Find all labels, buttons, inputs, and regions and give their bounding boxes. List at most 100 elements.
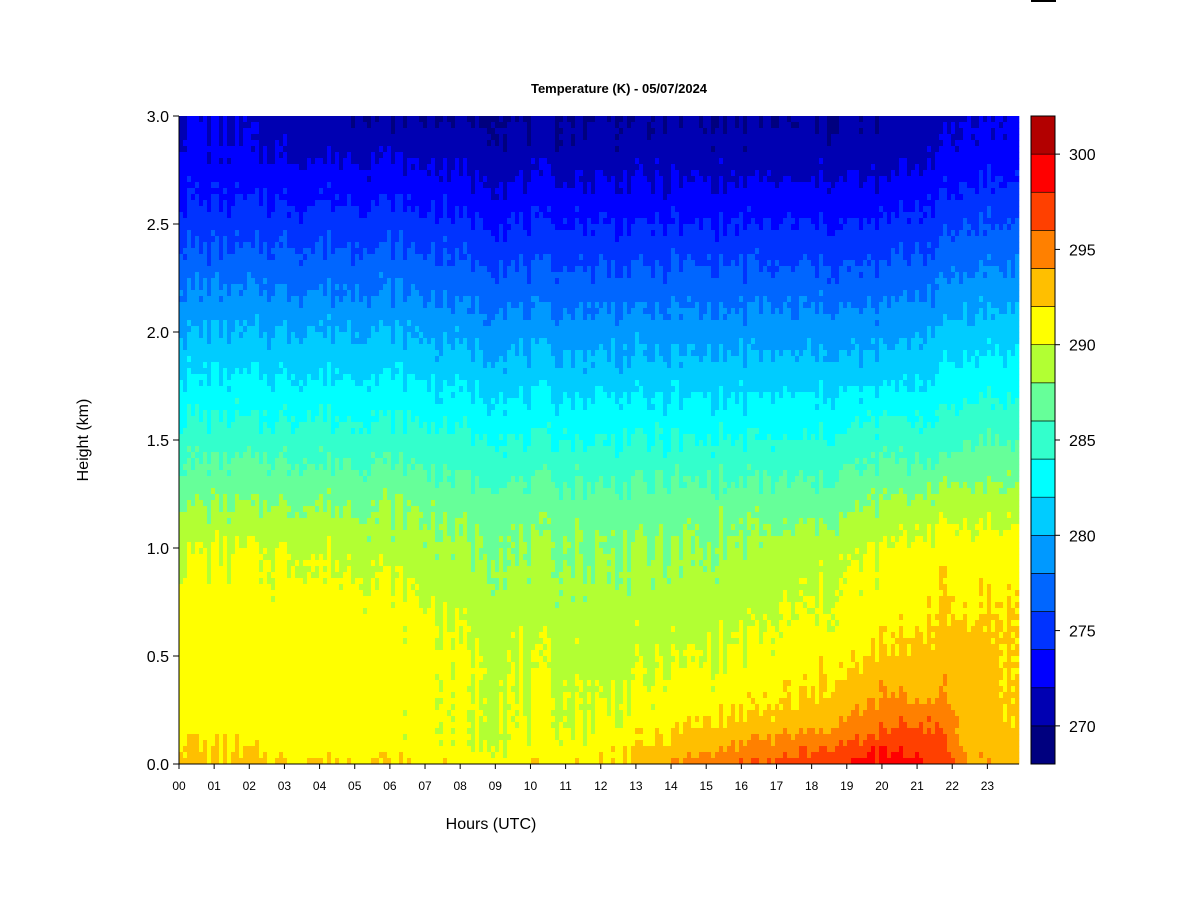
heatmap-cell: [227, 392, 232, 399]
heatmap-cell: [315, 134, 320, 141]
heatmap-cell: [215, 686, 220, 693]
heatmap-cell: [203, 356, 208, 363]
heatmap-cell: [231, 284, 236, 291]
heatmap-cell: [343, 236, 348, 243]
heatmap-cell: [339, 344, 344, 351]
heatmap-cell: [319, 392, 324, 399]
heatmap-cell: [283, 218, 288, 225]
heatmap-cell: [283, 452, 288, 459]
heatmap-cell: [315, 332, 320, 339]
heatmap-cell: [311, 272, 316, 279]
heatmap-cell: [247, 386, 252, 393]
heatmap-cell: [251, 758, 256, 765]
heatmap-cell: [291, 566, 296, 573]
heatmap-cell: [207, 728, 212, 735]
heatmap-cell: [343, 122, 348, 129]
heatmap-cell: [315, 182, 320, 189]
heatmap-cell: [243, 626, 248, 633]
heatmap-cell: [363, 152, 368, 159]
heatmap-cell: [291, 308, 296, 315]
heatmap-cell: [339, 332, 344, 339]
heatmap-cell: [231, 122, 236, 129]
heatmap-cell: [339, 752, 344, 759]
heatmap-cell: [291, 212, 296, 219]
heatmap-cell: [183, 710, 188, 717]
heatmap-cell: [343, 746, 348, 753]
heatmap-cell: [203, 452, 208, 459]
heatmap-cell: [279, 224, 284, 231]
heatmap-cell: [191, 200, 196, 207]
heatmap-cell: [291, 164, 296, 171]
heatmap-cell: [195, 548, 200, 555]
heatmap-cell: [215, 440, 220, 447]
heatmap-cell: [255, 746, 260, 753]
heatmap-cell: [335, 128, 340, 135]
heatmap-cell: [255, 350, 260, 357]
heatmap-cell: [303, 266, 308, 273]
heatmap-cell: [323, 680, 328, 687]
heatmap-cell: [267, 278, 272, 285]
heatmap-cell: [343, 272, 348, 279]
heatmap-cell: [339, 704, 344, 711]
heatmap-cell: [267, 698, 272, 705]
heatmap-cell: [287, 302, 292, 309]
heatmap-cell: [207, 380, 212, 387]
heatmap-cell: [319, 152, 324, 159]
heatmap-cell: [243, 656, 248, 663]
heatmap-cell: [299, 344, 304, 351]
heatmap-cell: [303, 404, 308, 411]
heatmap-cell: [247, 332, 252, 339]
heatmap-cell: [303, 356, 308, 363]
heatmap-cell: [275, 734, 280, 741]
heatmap-cell: [287, 494, 292, 501]
heatmap-cell: [347, 518, 352, 525]
heatmap-cell: [235, 188, 240, 195]
heatmap-cell: [355, 518, 360, 525]
heatmap-cell: [323, 176, 328, 183]
heatmap-cell: [303, 350, 308, 357]
heatmap-cell: [323, 338, 328, 345]
heatmap-cell: [335, 416, 340, 423]
heatmap-cell: [223, 476, 228, 483]
heatmap-cell: [179, 260, 184, 267]
heatmap-cell: [263, 674, 268, 681]
heatmap-cell: [239, 356, 244, 363]
heatmap-cell: [287, 692, 292, 699]
heatmap-cell: [219, 446, 224, 453]
heatmap-cell: [199, 728, 204, 735]
heatmap-cell: [311, 308, 316, 315]
heatmap-cell: [247, 260, 252, 267]
heatmap-cell: [275, 368, 280, 375]
heatmap-cell: [359, 548, 364, 555]
heatmap-cell: [351, 296, 356, 303]
heatmap-cell: [207, 500, 212, 507]
heatmap-cell: [359, 452, 364, 459]
heatmap-cell: [203, 170, 208, 177]
heatmap-cell: [215, 434, 220, 441]
heatmap-cell: [275, 470, 280, 477]
heatmap-cell: [319, 650, 324, 657]
heatmap-cell: [339, 356, 344, 363]
heatmap-cell: [315, 620, 320, 627]
heatmap-cell: [295, 290, 300, 297]
heatmap-cell: [263, 554, 268, 561]
heatmap-cell: [343, 608, 348, 615]
heatmap-cell: [183, 362, 188, 369]
heatmap-cell: [183, 374, 188, 381]
heatmap-cell: [195, 488, 200, 495]
heatmap-cell: [243, 596, 248, 603]
heatmap-cell: [235, 722, 240, 729]
heatmap-cell: [311, 254, 316, 261]
heatmap-cell: [259, 566, 264, 573]
heatmap-cell: [191, 272, 196, 279]
heatmap-cell: [343, 350, 348, 357]
heatmap-cell: [355, 302, 360, 309]
heatmap-cell: [331, 230, 336, 237]
heatmap-cell: [287, 284, 292, 291]
heatmap-cell: [291, 578, 296, 585]
heatmap-cell: [327, 758, 332, 765]
heatmap-cell: [279, 698, 284, 705]
heatmap-cell: [183, 242, 188, 249]
heatmap-cell: [211, 596, 216, 603]
heatmap-cell: [191, 164, 196, 171]
